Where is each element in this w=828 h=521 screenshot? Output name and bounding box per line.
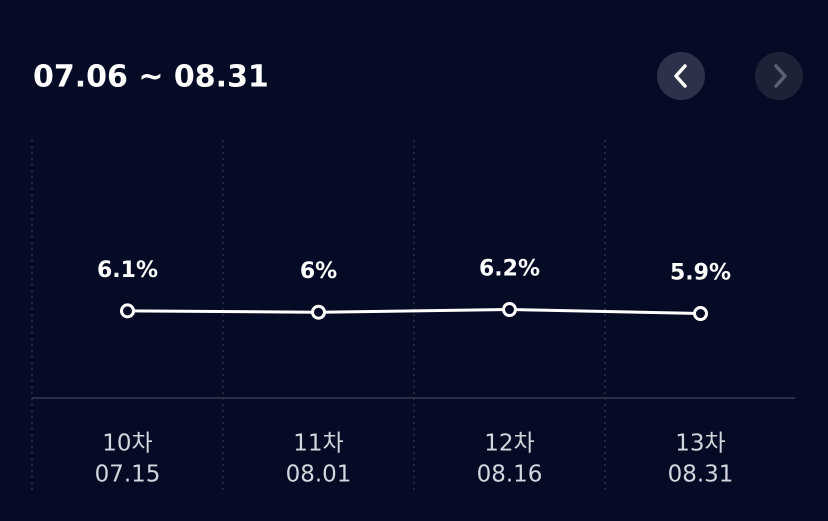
prev-button-bg[interactable] bbox=[657, 52, 705, 100]
x-date-label: 07.15 bbox=[95, 462, 161, 488]
data-point bbox=[502, 302, 517, 318]
chart-title: 07.06 ~ 08.31 bbox=[33, 60, 269, 95]
x-date-label: 08.31 bbox=[668, 462, 734, 488]
data-point bbox=[120, 303, 135, 319]
next-icon[interactable] bbox=[774, 64, 787, 88]
value-label: 6.2% bbox=[479, 257, 540, 282]
value-label: 5.9% bbox=[670, 261, 731, 286]
data-line bbox=[127, 308, 701, 316]
x-tick-label: 11차 bbox=[293, 431, 343, 457]
data-point bbox=[693, 306, 708, 322]
x-tick-label: 13차 bbox=[675, 431, 725, 457]
prev-button[interactable] bbox=[657, 52, 705, 100]
x-tick-label: 12차 bbox=[484, 431, 534, 457]
next-button[interactable] bbox=[755, 52, 803, 100]
data-point bbox=[311, 304, 326, 320]
x-date-label: 08.16 bbox=[477, 462, 543, 488]
x-date-label: 08.01 bbox=[286, 462, 352, 488]
value-label: 6.1% bbox=[97, 258, 158, 283]
next-button-bg[interactable] bbox=[755, 52, 803, 100]
x-tick-label: 10차 bbox=[102, 431, 152, 457]
prev-icon[interactable] bbox=[674, 64, 687, 88]
value-label: 6% bbox=[300, 259, 337, 284]
